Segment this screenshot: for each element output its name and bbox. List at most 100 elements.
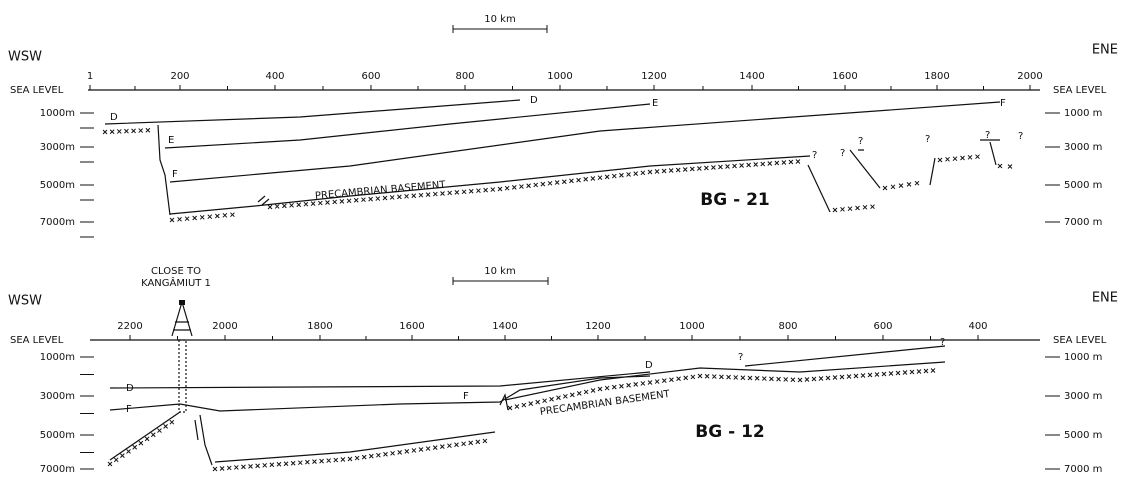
basement-hatch: [924, 369, 928, 373]
query: ?: [985, 130, 990, 141]
basement-hatch: [698, 374, 702, 378]
depth-label-left: 3000m: [40, 391, 75, 402]
basement-hatch: [282, 204, 286, 208]
basement-hatch: [447, 444, 451, 448]
basement-hatch: [627, 172, 631, 176]
basement-hatch: [462, 442, 466, 446]
basement-hatch: [555, 181, 559, 185]
basement-hatch: [405, 449, 409, 453]
fault-line: [808, 140, 1000, 212]
basement-hatch: [529, 402, 533, 406]
basement-hatch: [448, 191, 452, 195]
basement-hatch: [127, 449, 131, 453]
basement-hatch: [641, 171, 645, 175]
basement-hatch: [591, 176, 595, 180]
sea-level-left: SEA LEVEL: [10, 85, 64, 96]
basement-hatch: [907, 182, 911, 186]
basement-hatch: [362, 455, 366, 459]
basement-hatch: [215, 214, 219, 218]
shotpoint-label: 2000: [1017, 71, 1042, 82]
basement-hatch: [120, 454, 124, 458]
section-id: BG - 12: [695, 422, 764, 442]
basement-hatch: [341, 458, 345, 462]
shotpoint-label: 1400: [739, 71, 764, 82]
basement-hatch: [241, 465, 245, 469]
basement-hatch: [697, 167, 701, 171]
basement-hatch: [848, 207, 852, 211]
depth-label-left: 1000m: [40, 108, 75, 119]
basement-hatch: [648, 381, 652, 385]
basement-hatch: [548, 181, 552, 185]
basement-hatch: [612, 385, 616, 389]
horizon-label: E: [168, 135, 174, 146]
basement-hatch: [519, 185, 523, 189]
basement-hatch: [318, 201, 322, 205]
horizon-label: D: [126, 383, 134, 394]
basement-hatch: [691, 375, 695, 379]
basement-hatch: [910, 370, 914, 374]
fault-line: [258, 196, 269, 205]
basement-hatch: [508, 406, 512, 410]
basement-hatch: [747, 163, 751, 167]
derrick-icon: [172, 302, 192, 336]
basement-hatch: [462, 190, 466, 194]
horizon-line: [105, 100, 520, 124]
sea-level-right: SEA LEVEL: [1053, 85, 1107, 96]
basement-hatch: [712, 375, 716, 379]
basement-hatch: [612, 174, 616, 178]
basement-hatch: [541, 182, 545, 186]
basement-hatch: [856, 206, 860, 210]
basement-hatch: [684, 376, 688, 380]
basement-hatch: [762, 377, 766, 381]
basement-hatch: [669, 169, 673, 173]
basement-hatch: [676, 168, 680, 172]
depth-label-right: 7000 m: [1064, 464, 1102, 475]
basement-hatch: [550, 397, 554, 401]
basement-hatch: [711, 166, 715, 170]
basement-hatch: [441, 192, 445, 196]
basement-hatch: [133, 445, 137, 449]
horizon-line: [165, 104, 650, 148]
basement-hatch: [290, 203, 294, 207]
basement-hatch: [227, 466, 231, 470]
basement-hatch: [384, 452, 388, 456]
depth-label-right: 5000 m: [1064, 430, 1102, 441]
horizon-label: F: [463, 391, 469, 402]
basement-hatch: [854, 374, 858, 378]
shotpoint-label: 1800: [307, 321, 332, 332]
basement-hatch: [769, 377, 773, 381]
basement-hatch: [376, 197, 380, 201]
basement-hatch: [915, 181, 919, 185]
basement-hatch: [868, 373, 872, 377]
basement-hatch: [223, 213, 227, 217]
basement-hatch: [298, 461, 302, 465]
basement-hatch: [304, 202, 308, 206]
basement-hatch: [861, 374, 865, 378]
depth-label-right: 1000 m: [1064, 352, 1102, 363]
basement-hatch: [662, 379, 666, 383]
basement-hatch: [782, 161, 786, 165]
basement-hatch: [397, 195, 401, 199]
basement-hatch: [277, 462, 281, 466]
basement-hatch: [536, 400, 540, 404]
depth-label-left: 5000m: [40, 180, 75, 191]
basement-label: PRECAMBRIAN BASEMENT: [315, 180, 447, 202]
shotpoint-label: 600: [361, 71, 380, 82]
basement-hatch: [619, 384, 623, 388]
shotpoint-label: 1200: [585, 321, 610, 332]
basement-hatch: [917, 370, 921, 374]
basement-hatch: [998, 164, 1002, 168]
shotpoint-label: 400: [265, 71, 284, 82]
basement-hatch: [634, 172, 638, 176]
basement-hatch: [734, 375, 738, 379]
basement-hatch: [347, 199, 351, 203]
basement-hatch: [312, 460, 316, 464]
basement-hatch: [605, 175, 609, 179]
basement-hatch: [114, 458, 118, 462]
direction-right: ENE: [1092, 43, 1118, 58]
horizon-label: F: [126, 404, 132, 415]
basement-hatch: [476, 189, 480, 193]
direction-right: ENE: [1092, 291, 1118, 306]
depth-label-left: 7000m: [40, 217, 75, 228]
basement-hatch: [726, 165, 730, 169]
